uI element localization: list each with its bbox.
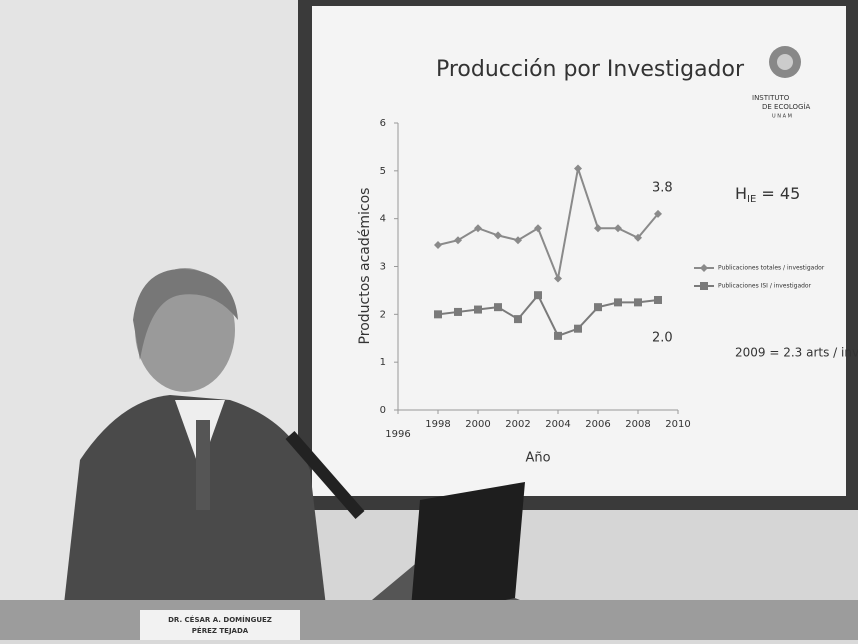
table: [0, 600, 858, 640]
y-tick-label: 0: [380, 405, 386, 416]
point: [554, 332, 562, 340]
x-tick-label: 2004: [545, 419, 570, 430]
point: [514, 315, 522, 323]
logo-text: INSTITUTO: [752, 94, 790, 102]
laptop-lid: [410, 482, 525, 620]
x-axis-label: Año: [525, 451, 550, 466]
x-tick-label: 2010: [665, 419, 690, 430]
point: [700, 282, 708, 290]
page: Producción por Investigador INSTITUTO DE…: [0, 0, 858, 640]
point: [494, 303, 502, 311]
y-tick-label: 6: [380, 118, 386, 129]
y-tick-label: 3: [380, 262, 386, 273]
logo-icon-inner: [777, 54, 793, 70]
point: [594, 303, 602, 311]
chart-title: Producción por Investigador: [436, 57, 745, 82]
point: [634, 298, 642, 306]
point: [574, 325, 582, 333]
y-tick-label: 5: [380, 166, 386, 177]
x-tick-label: 2006: [585, 419, 610, 430]
name-plate-text: DR. CÉSAR A. DOMÍNGUEZ: [168, 615, 272, 624]
name-plate-text: PÉREZ TEJADA: [192, 626, 249, 635]
point: [654, 296, 662, 304]
annotation: 2.0: [652, 331, 673, 346]
legend-label: Publicaciones totales / investigador: [718, 265, 825, 272]
h-index: HIE = 45: [735, 184, 800, 206]
y-tick-label: 4: [380, 214, 386, 225]
y-tick-label: 2: [380, 309, 386, 320]
x-tick-label: 1998: [425, 419, 450, 430]
x-tick-label: 1996: [385, 429, 410, 440]
name-plate: [140, 610, 300, 640]
y-axis-label: Productos académicos: [357, 188, 373, 345]
point: [474, 306, 482, 314]
annotation: 3.8: [652, 181, 673, 196]
x-tick-label: 2002: [505, 419, 530, 430]
h-symbol: H: [735, 184, 747, 203]
logo-text: DE ECOLOGÍA: [762, 102, 811, 111]
logo-text: U N A M: [772, 114, 792, 120]
photo: Producción por Investigador INSTITUTO DE…: [0, 0, 858, 640]
point: [434, 310, 442, 318]
annotation: 2009 = 2.3 arts / inv: [735, 346, 858, 360]
speaker-tie: [196, 420, 210, 510]
legend-label: Publicaciones ISI / investigador: [718, 283, 812, 290]
point: [454, 308, 462, 316]
x-tick-label: 2008: [625, 419, 650, 430]
h-text: = 45: [756, 184, 800, 203]
h-subscript: IE: [747, 194, 756, 205]
x-tick-label: 2000: [465, 419, 490, 430]
point: [534, 291, 542, 299]
y-tick-label: 1: [380, 357, 386, 368]
point: [614, 298, 622, 306]
